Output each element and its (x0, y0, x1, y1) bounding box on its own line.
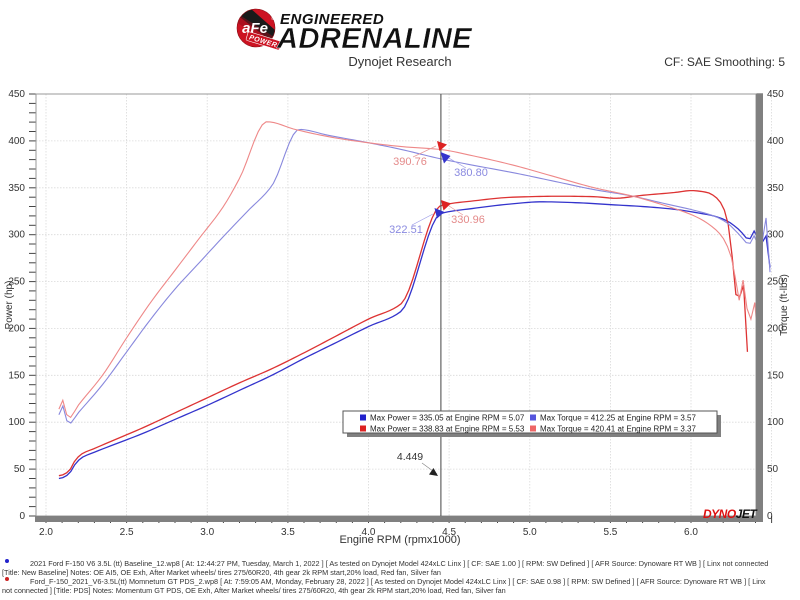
svg-text:50: 50 (767, 464, 779, 475)
svg-text:2021 Ford F-150 V6 3.5L (tt) B: 2021 Ford F-150 V6 3.5L (tt) Baseline_12… (30, 559, 768, 568)
svg-text:300: 300 (767, 230, 784, 241)
svg-text:350: 350 (767, 183, 784, 194)
svg-text:5.5: 5.5 (603, 527, 617, 538)
svg-text:100: 100 (767, 417, 784, 428)
svg-text:300: 300 (8, 230, 25, 241)
svg-text:400: 400 (8, 136, 25, 147)
svg-text:350: 350 (8, 183, 25, 194)
svg-text:330.96: 330.96 (451, 214, 485, 226)
svg-text:ADRENALINE: ADRENALINE (276, 23, 473, 55)
svg-text:322.51: 322.51 (389, 224, 423, 236)
svg-text:50: 50 (14, 464, 26, 475)
svg-text:6.0: 6.0 (684, 527, 698, 538)
svg-text:0: 0 (19, 511, 25, 522)
svg-text:450: 450 (767, 89, 784, 100)
svg-text:0: 0 (767, 511, 773, 522)
svg-text:Power (hp): Power (hp) (4, 281, 15, 330)
svg-text:®: ® (271, 15, 275, 22)
svg-text:100: 100 (8, 417, 25, 428)
svg-text:CF: SAE Smoothing: 5: CF: SAE Smoothing: 5 (664, 55, 785, 69)
svg-text:Torque (ft-lbs): Torque (ft-lbs) (779, 274, 790, 336)
svg-text:Engine RPM (rpmx1000): Engine RPM (rpmx1000) (339, 534, 460, 546)
svg-text:DYNOJET: DYNOJET (703, 507, 758, 521)
svg-text:Dynojet Research: Dynojet Research (348, 54, 451, 69)
svg-text:450: 450 (8, 89, 25, 100)
svg-text:Max Power = 335.05 at Engine R: Max Power = 335.05 at Engine RPM = 5.07 (370, 414, 525, 423)
svg-text:not connected ] [Title: PDS]: not connected ] [Title: PDS] Notes: Mome… (2, 586, 506, 595)
svg-text:150: 150 (767, 370, 784, 381)
svg-text:3.5: 3.5 (281, 527, 295, 538)
svg-text:Max Power = 338.83 at Engine R: Max Power = 338.83 at Engine RPM = 5.53 (370, 425, 525, 434)
svg-text:4.449: 4.449 (397, 451, 423, 463)
svg-text:3.0: 3.0 (200, 527, 214, 538)
svg-text:390.76: 390.76 (393, 156, 427, 168)
svg-text:Ford_F-150_2021_V6-3.5L(tt) Mo: Ford_F-150_2021_V6-3.5L(tt) Momnetum GT … (30, 577, 766, 586)
svg-text:400: 400 (767, 136, 784, 147)
svg-text:2.5: 2.5 (120, 527, 134, 538)
svg-text:[Title: New Baseline] Notes:: [Title: New Baseline] Notes: OE AI5, OE … (2, 568, 441, 577)
svg-text:380.80: 380.80 (454, 167, 488, 179)
svg-text:150: 150 (8, 370, 25, 381)
svg-text:Max Torque = 420.41 at Engine: Max Torque = 420.41 at Engine RPM = 3.37 (540, 425, 697, 434)
svg-text:Max Torque = 412.25 at Engine: Max Torque = 412.25 at Engine RPM = 3.57 (540, 414, 697, 423)
svg-text:5.0: 5.0 (523, 527, 537, 538)
svg-text:2.0: 2.0 (39, 527, 53, 538)
